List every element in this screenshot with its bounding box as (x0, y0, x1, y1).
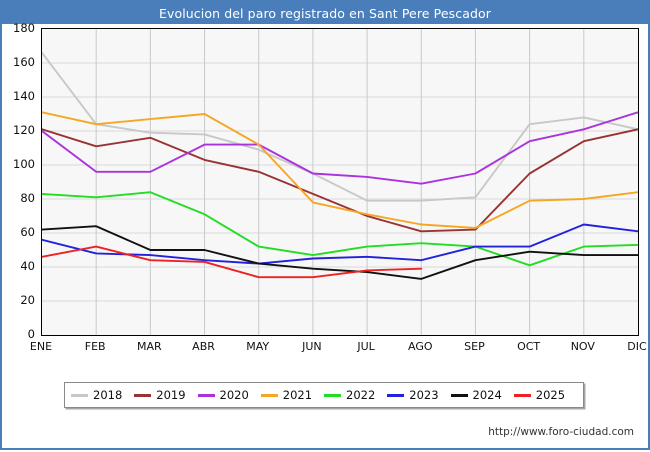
x-tick-label: ABR (192, 340, 215, 353)
y-tick-label: 140 (13, 89, 35, 103)
legend-label: 2024 (472, 388, 502, 402)
x-tick-label: DIC (627, 340, 647, 353)
x-tick-label: FEB (84, 340, 106, 353)
y-axis-tick-labels: 0 20 40 60 80 100 120 140 160 180 (2, 2, 41, 452)
legend-swatch-icon (260, 393, 278, 397)
y-tick-label: 40 (20, 259, 35, 273)
x-tick-label: AGO (408, 340, 433, 353)
legend-label: 2020 (219, 388, 249, 402)
legend-item-2025[interactable]: 2025 (513, 388, 577, 402)
plot-area (41, 28, 639, 336)
y-tick-label: 120 (13, 123, 35, 137)
legend-label: 2025 (535, 388, 566, 402)
x-tick-label: OCT (517, 340, 541, 353)
y-tick-label: 20 (20, 293, 35, 307)
legend-swatch-icon (71, 393, 88, 397)
legend-item-2018[interactable]: 2018 (71, 388, 134, 402)
legend-item-2019[interactable]: 2019 (134, 388, 197, 402)
legend-swatch-icon (324, 393, 341, 397)
x-tick-label: JUN (302, 340, 322, 353)
legend-item-2022[interactable]: 2022 (324, 388, 387, 402)
chart-legend[interactable]: 2018 2019 2020 2021 2022 2023 2024 2025 (64, 382, 584, 408)
y-tick-label: 80 (20, 191, 35, 205)
legend-swatch-icon (387, 393, 405, 397)
y-tick-label: 100 (13, 157, 35, 171)
y-tick-label: 180 (13, 21, 35, 35)
legend-label: 2019 (156, 388, 186, 402)
x-tick-label: MAR (137, 340, 162, 353)
legend-item-2021[interactable]: 2021 (260, 388, 324, 402)
x-tick-label: JUL (357, 340, 375, 353)
source-url: http://www.foro-ciudad.com (488, 426, 634, 438)
legend-swatch-icon (450, 393, 468, 397)
y-tick-label: 0 (27, 327, 35, 341)
legend-swatch-icon (513, 393, 531, 397)
window-title-bar: Evolucion del paro registrado en Sant Pe… (2, 2, 648, 24)
legend-swatch-icon (197, 393, 215, 397)
legend-item-2020[interactable]: 2020 (197, 388, 261, 402)
x-tick-label: ENE (29, 340, 53, 353)
legend-item-2023[interactable]: 2023 (387, 388, 450, 402)
x-tick-label: MAY (246, 340, 270, 353)
plot-canvas (41, 28, 639, 336)
line-chart-svg (42, 29, 638, 335)
legend-label: 2018 (93, 388, 123, 402)
legend-label: 2022 (346, 388, 376, 402)
x-tick-label: SEP (464, 340, 485, 353)
legend-item-2024[interactable]: 2024 (450, 388, 514, 402)
legend-label: 2023 (409, 388, 439, 402)
y-tick-label: 60 (20, 225, 35, 239)
page-title: Evolucion del paro registrado en Sant Pe… (158, 5, 492, 21)
legend-swatch-icon (134, 393, 152, 397)
y-tick-label: 160 (13, 55, 35, 69)
x-tick-label: NOV (570, 340, 595, 353)
legend-label: 2021 (282, 388, 313, 402)
